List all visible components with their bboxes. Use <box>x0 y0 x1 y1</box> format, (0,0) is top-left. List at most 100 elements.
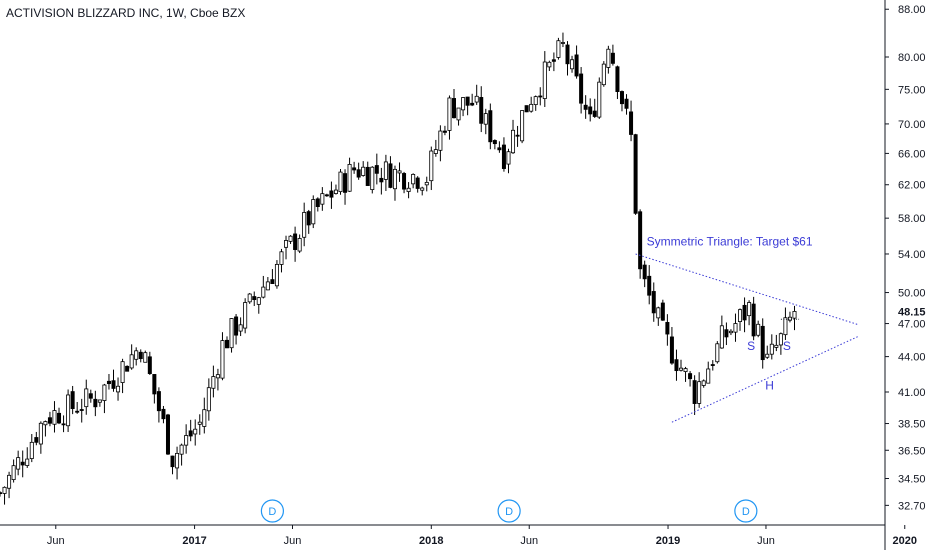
candle-body <box>274 263 279 287</box>
candle <box>106 373 111 390</box>
x-tick-label: Jun <box>757 535 775 547</box>
candle <box>747 300 752 326</box>
candle <box>34 431 39 446</box>
candle-body <box>724 329 729 338</box>
x-tick-label: 2020 <box>893 535 917 547</box>
candle <box>642 260 647 288</box>
candle-body <box>769 343 774 355</box>
candle <box>765 345 770 359</box>
candle-body <box>629 111 634 135</box>
time-axis: Jun2017Jun2018Jun2019Jun2020Jun <box>0 524 917 547</box>
candle-body <box>483 113 488 125</box>
y-tick-label: 50.00 <box>898 288 926 300</box>
triangle-label: Symmetric Triangle: Target $61 <box>647 235 813 249</box>
candle-body <box>651 291 656 314</box>
y-tick-label: 32.70 <box>898 500 926 512</box>
candle <box>261 275 266 299</box>
candle-body <box>669 336 674 364</box>
candle-body <box>474 95 479 103</box>
y-tick-label: 58.00 <box>898 213 926 225</box>
candle <box>551 52 556 72</box>
candle <box>588 98 593 122</box>
candle <box>470 93 475 107</box>
candle <box>597 77 602 119</box>
candle-body <box>547 61 552 68</box>
candle <box>656 306 661 326</box>
candle <box>651 282 656 322</box>
candle-body <box>488 110 493 143</box>
candle-body <box>165 414 170 455</box>
candle-body <box>579 73 584 104</box>
candle-body <box>447 97 452 131</box>
candle-body <box>320 193 325 205</box>
candle-body <box>315 198 320 208</box>
candle <box>479 86 484 133</box>
candle <box>284 235 289 260</box>
candle-body <box>615 66 620 92</box>
candle <box>238 317 243 337</box>
dividend-label: D <box>742 506 750 518</box>
candle-body <box>57 412 62 424</box>
candle-body <box>688 373 693 380</box>
candles-layer <box>0 32 797 505</box>
candle-body <box>11 465 16 480</box>
candle-body <box>492 140 497 145</box>
candle-body <box>156 391 161 412</box>
candle-body <box>402 173 407 190</box>
candle-body <box>679 367 684 371</box>
candle <box>125 365 130 372</box>
candle <box>742 297 747 333</box>
x-tick-label: Jun <box>520 535 538 547</box>
candle-body <box>193 428 198 435</box>
candle-body <box>710 364 715 366</box>
y-tick-label: 88.00 <box>898 4 926 16</box>
dividend-marker[interactable]: D <box>734 499 758 523</box>
candle-body <box>184 435 189 446</box>
candle <box>265 277 270 291</box>
candle-body <box>642 264 647 280</box>
dividend-marker[interactable]: D <box>260 499 284 523</box>
candle <box>293 226 298 262</box>
candle-body <box>538 95 543 98</box>
candle-body <box>574 54 579 77</box>
candle-body <box>383 161 388 180</box>
candle-body <box>728 330 733 334</box>
candle <box>560 32 565 48</box>
candle <box>252 291 257 307</box>
y-tick-label: 80.00 <box>898 52 926 64</box>
candle <box>29 434 34 463</box>
candle-body <box>560 42 565 44</box>
candle <box>728 329 733 336</box>
candle <box>279 248 284 273</box>
candle <box>224 336 229 349</box>
candle-body <box>683 368 688 372</box>
candle <box>229 318 234 353</box>
candle <box>47 411 52 427</box>
candle <box>129 344 134 370</box>
candle-body <box>388 163 393 188</box>
candle <box>383 154 388 191</box>
candle-body <box>29 441 34 459</box>
dividend-label: D <box>268 506 276 518</box>
candle <box>792 305 797 331</box>
candle <box>601 61 606 87</box>
candle <box>483 108 488 135</box>
candle-body <box>665 322 670 335</box>
candle-body <box>706 368 711 384</box>
candle <box>175 446 180 480</box>
candle-body <box>106 380 111 385</box>
candle <box>492 139 497 150</box>
candle-body <box>134 350 139 360</box>
candle <box>52 401 57 433</box>
candle-body <box>215 374 220 379</box>
candle <box>356 162 361 180</box>
dividend-marker[interactable]: D <box>497 499 521 523</box>
y-tick-label: 41.00 <box>898 387 926 399</box>
candle-body <box>175 452 180 469</box>
candle <box>202 397 207 434</box>
candle <box>556 37 561 60</box>
candle-body <box>751 303 756 337</box>
x-tick-label: 2019 <box>656 535 680 547</box>
candle <box>211 365 216 398</box>
